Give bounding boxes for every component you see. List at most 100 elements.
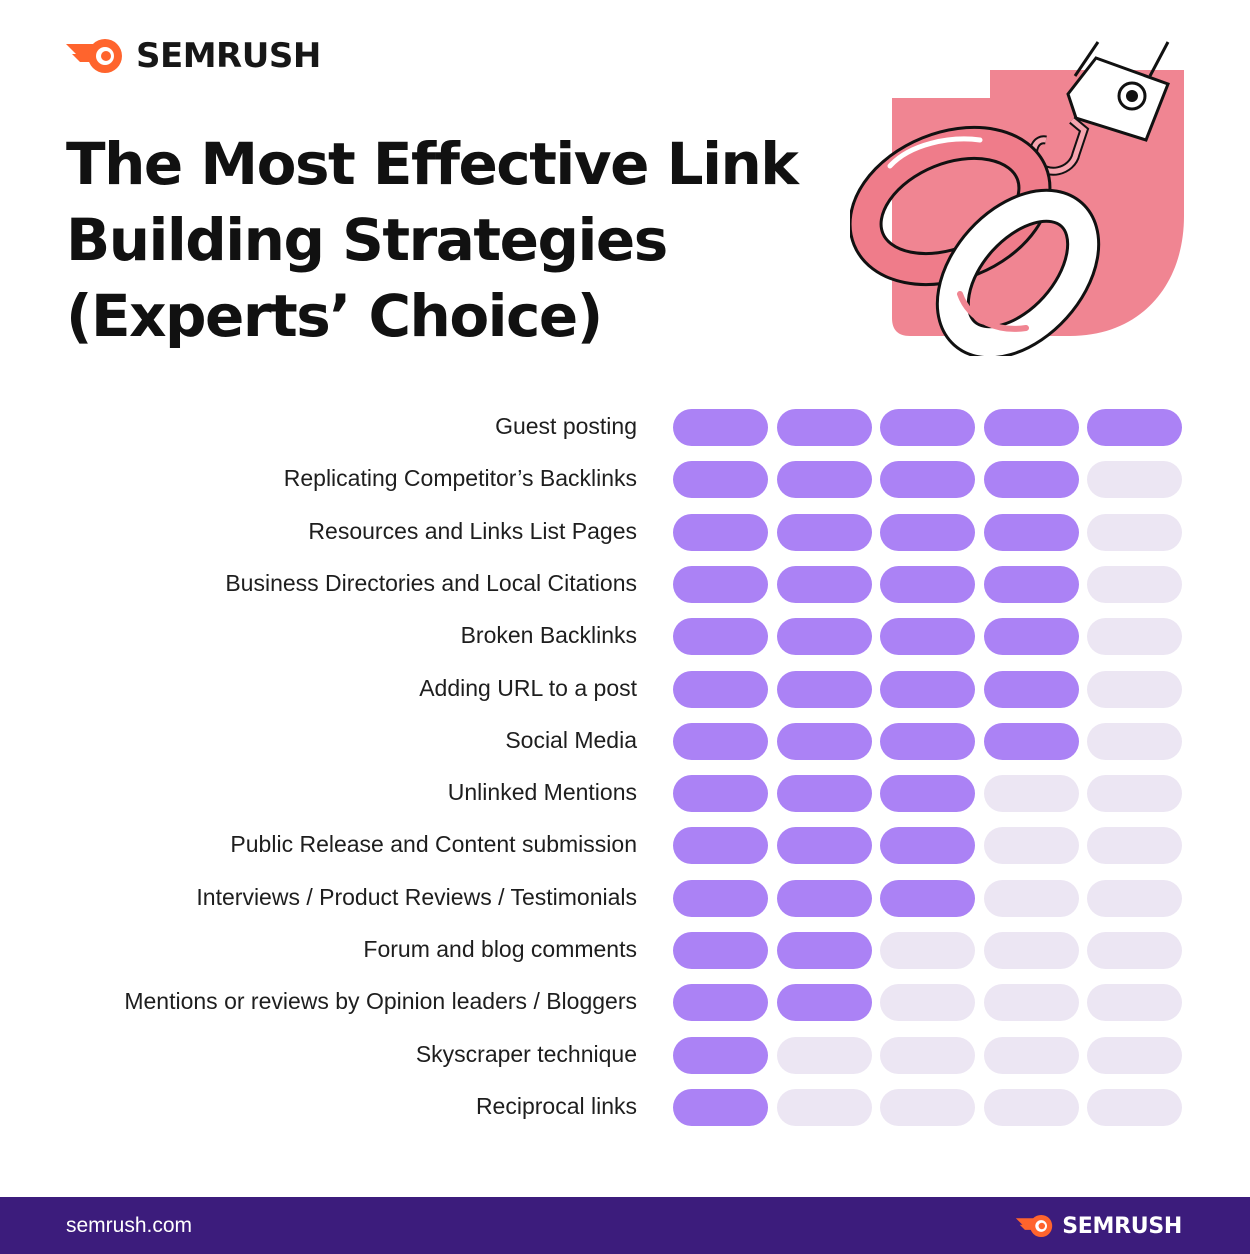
chart-row: Guest posting	[0, 406, 1250, 446]
rating-pill-empty	[880, 1088, 975, 1126]
title-line: The Most Effective Link	[66, 130, 799, 198]
rating-pill-filled	[983, 722, 1079, 760]
title-line: Building Strategies	[66, 206, 668, 274]
rating-pill-filled	[983, 461, 1079, 499]
rating-pill-filled	[880, 565, 975, 603]
row-label: Public Release and Content submission	[230, 831, 637, 858]
rating-pill-empty	[1087, 1036, 1182, 1074]
rating-pill-filled	[673, 775, 768, 813]
rating-pill-empty	[983, 879, 1079, 917]
row-label: Business Directories and Local Citations	[225, 569, 637, 596]
chart-row: Unlinked Mentions	[0, 772, 1250, 813]
rating-pill-filled	[673, 565, 768, 603]
rating-pill-empty	[1087, 513, 1182, 551]
rating-pill-filled	[673, 932, 768, 969]
rating-pill-empty	[983, 932, 1079, 969]
rating-pill-filled	[673, 722, 768, 760]
row-label: Reciprocal links	[475, 1092, 637, 1119]
row-label: Social Media	[505, 726, 637, 753]
row-label: Mentions or reviews by Opinion leaders /…	[124, 988, 637, 1015]
rating-pill-filled	[673, 984, 768, 1022]
rating-pill-filled	[776, 565, 872, 603]
row-label: Resources and Links List Pages	[308, 517, 637, 544]
rating-pill-filled	[983, 513, 1079, 551]
rating-pill-filled	[776, 879, 872, 917]
chart-row: Forum and blog comments	[0, 929, 1250, 969]
row-label: Interviews / Product Reviews / Testimoni…	[196, 883, 637, 910]
chart-row: Broken Backlinks	[0, 615, 1250, 656]
rating-pill-empty	[983, 1036, 1079, 1074]
rating-pill-filled	[673, 513, 768, 551]
rating-pill-filled	[776, 461, 872, 499]
rating-pill-empty	[1087, 984, 1182, 1022]
rating-pill-filled	[880, 513, 975, 551]
rating-pill-empty	[1087, 932, 1182, 969]
rating-pill-filled	[880, 409, 975, 446]
rating-pill-filled	[880, 827, 975, 865]
rating-pill-empty	[1087, 1088, 1182, 1126]
rating-pill-filled	[880, 879, 975, 917]
rating-pill-filled	[983, 670, 1079, 708]
row-label: Adding URL to a post	[419, 674, 637, 701]
rating-pill-empty	[1087, 775, 1182, 813]
chart-row: Mentions or reviews by Opinion leaders /…	[0, 981, 1250, 1022]
rating-pill-empty	[1087, 827, 1182, 865]
page-title: The Most Effective Link Building Strateg…	[66, 126, 826, 354]
chart-row: Resources and Links List Pages	[0, 511, 1250, 551]
rating-pill-empty	[983, 1088, 1079, 1126]
semrush-fire-icon	[1016, 1214, 1053, 1238]
rating-pill-filled	[983, 409, 1079, 446]
rating-pill-filled	[673, 1036, 768, 1074]
chart-row: Adding URL to a post	[0, 668, 1250, 708]
rating-pill-empty	[880, 1036, 975, 1074]
chain-link-hook-icon	[850, 41, 1184, 356]
rating-pill-empty	[1087, 461, 1182, 499]
chart-row: Skyscraper technique	[0, 1034, 1250, 1074]
rating-pill-empty	[1087, 879, 1182, 917]
rating-pill-filled	[673, 827, 768, 865]
rating-pill-filled	[673, 670, 768, 708]
row-label: Skyscraper technique	[415, 1040, 637, 1067]
rating-pill-filled	[983, 565, 1079, 603]
rating-pill-filled	[880, 670, 975, 708]
rating-pill-filled	[776, 513, 872, 551]
rating-pill-filled	[880, 775, 975, 813]
rating-pill-filled	[776, 409, 872, 446]
rating-pill-empty	[1087, 618, 1182, 656]
chart-row: Business Directories and Local Citations	[0, 563, 1250, 603]
title-line: (Experts’ Choice)	[66, 282, 603, 350]
footer-url[interactable]: semrush.com	[66, 1214, 193, 1237]
rating-pill-empty	[983, 984, 1079, 1022]
rating-pill-filled	[776, 932, 872, 969]
rating-pill-filled	[776, 618, 872, 656]
rating-pill-empty	[983, 775, 1079, 813]
chart-row: Reciprocal links	[0, 1086, 1250, 1126]
rating-pill-filled	[880, 618, 975, 656]
semrush-fire-icon	[66, 39, 122, 73]
rating-chart: Guest posting Replicating Competitor’s Ba…	[0, 406, 1250, 1146]
chart-row: Public Release and Content submission	[0, 824, 1250, 865]
row-label: Forum and blog comments	[363, 936, 637, 962]
rating-pill-filled	[673, 409, 768, 446]
rating-pill-empty	[880, 932, 975, 969]
rating-pill-empty	[983, 827, 1079, 865]
row-label: Broken Backlinks	[460, 622, 637, 649]
row-label: Guest posting	[495, 413, 637, 439]
rating-pill-empty	[776, 1036, 872, 1074]
footer-logo: SEMRUSH	[1014, 1213, 1182, 1239]
rating-pill-filled	[776, 827, 872, 865]
rating-pill-filled	[880, 722, 975, 760]
rating-pill-filled	[673, 461, 768, 499]
rating-pill-empty	[1087, 565, 1182, 603]
chart-row: Social Media	[0, 720, 1250, 760]
logo-text: SEMRUSH	[136, 36, 321, 76]
rating-pill-empty	[1087, 722, 1182, 760]
row-label: Unlinked Mentions	[447, 779, 637, 806]
chart-row: Replicating Competitor’s Backlinks	[0, 458, 1250, 499]
rating-pill-empty	[1087, 670, 1182, 708]
row-label: Replicating Competitor’s Backlinks	[283, 465, 637, 492]
rating-pill-filled	[880, 461, 975, 499]
footer-logo-text: SEMRUSH	[1062, 1213, 1182, 1239]
rating-pill-filled	[776, 775, 872, 813]
semrush-logo: SEMRUSH	[64, 36, 321, 76]
